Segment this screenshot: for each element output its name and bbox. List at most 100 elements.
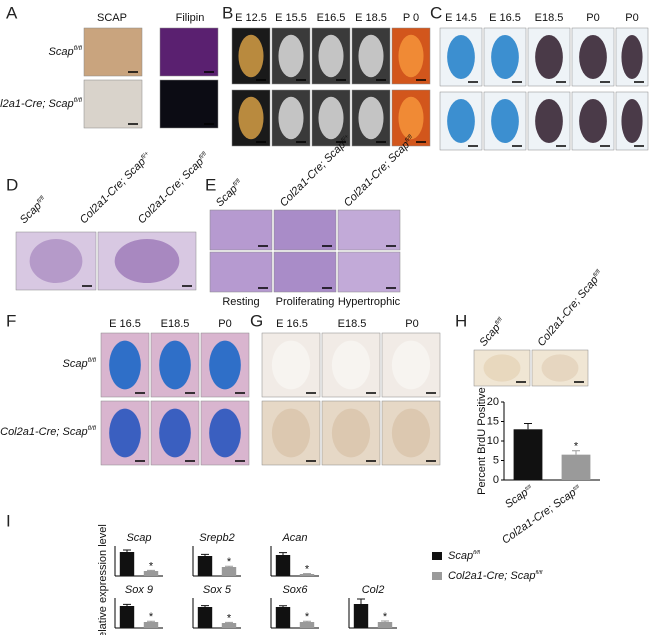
chart-title: Acan xyxy=(281,532,307,544)
row-label: Scapfl/fl xyxy=(48,45,82,58)
bar xyxy=(275,607,291,628)
bar xyxy=(377,622,393,628)
bar xyxy=(561,454,591,480)
chart-title: Sox 9 xyxy=(125,584,153,596)
label-sup: fl/fl xyxy=(535,570,543,576)
specimen xyxy=(159,408,191,458)
column-header: E 16.5 xyxy=(489,12,521,24)
panel-label: A xyxy=(6,3,18,22)
significance-mark: * xyxy=(227,612,232,624)
significance-mark: * xyxy=(227,556,232,568)
legend-swatch xyxy=(432,572,442,580)
specimen xyxy=(491,98,519,144)
y-tick-label: 20 xyxy=(487,396,499,408)
panel-label: B xyxy=(222,3,233,22)
specimen xyxy=(541,354,579,382)
chart-title: Scap xyxy=(126,532,151,544)
error-bar xyxy=(381,620,389,622)
micrograph xyxy=(337,251,401,293)
column-header: P0 xyxy=(586,12,599,24)
column-header: E 16.5 xyxy=(276,318,308,330)
specimen xyxy=(447,98,475,144)
bar xyxy=(513,429,543,480)
error-bar xyxy=(357,598,365,604)
specimen xyxy=(278,34,304,78)
bar xyxy=(143,622,159,628)
bar xyxy=(299,574,315,576)
specimen xyxy=(579,98,607,144)
error-bar xyxy=(201,605,209,607)
error-bar xyxy=(147,569,155,571)
column-header: E16.5 xyxy=(317,12,346,24)
label-main: Scap xyxy=(48,46,73,58)
significance-mark: * xyxy=(305,611,310,623)
label-sup: fl/fl xyxy=(74,97,83,104)
y-axis-label: Percent BrdU Positive xyxy=(476,387,488,495)
panel-label: C xyxy=(430,3,442,22)
column-header: E 18.5 xyxy=(355,12,387,24)
label-main: Col2a1-Cre; Scap xyxy=(0,98,74,110)
label-sup: fl/+ xyxy=(140,150,150,160)
column-header: E18.5 xyxy=(535,12,564,24)
error-bar xyxy=(201,553,209,556)
column-header: E 14.5 xyxy=(445,12,477,24)
specimen xyxy=(621,98,643,144)
micrograph xyxy=(273,209,337,251)
row-label: Col2a1-Cre; Scapfl/fl xyxy=(0,425,96,438)
label-main: Col2a1-Cre; Scap xyxy=(448,570,535,582)
chart-title: Srepb2 xyxy=(199,532,234,544)
specimen xyxy=(209,340,241,390)
label-sup: fl/fl xyxy=(494,316,504,326)
specimen xyxy=(535,34,563,80)
row-label: Col2a1-Cre; Scapfl/fl xyxy=(0,97,83,110)
column-header: E 16.5 xyxy=(109,318,141,330)
label-sup: fl/fl xyxy=(592,268,602,278)
panel-label: I xyxy=(6,511,11,530)
label-sup: fl/fl xyxy=(473,550,481,556)
label-sup: fl/fl xyxy=(572,483,581,492)
error-bar xyxy=(279,552,287,555)
y-tick-label: 0 xyxy=(493,474,499,486)
bar xyxy=(221,623,237,628)
label-sup: fl/fl xyxy=(524,483,533,492)
bar xyxy=(197,556,213,576)
specimen xyxy=(109,340,141,390)
significance-mark: * xyxy=(149,560,154,572)
error-bar xyxy=(225,565,233,567)
row-label: Scapfl/fl xyxy=(62,357,96,370)
significance-mark: * xyxy=(149,611,154,623)
error-bar xyxy=(572,450,580,455)
specimen xyxy=(29,238,83,284)
specimen xyxy=(278,96,304,140)
column-header: P0 xyxy=(218,318,231,330)
chart-title: Col2 xyxy=(362,584,385,596)
specimen xyxy=(398,96,424,140)
column-header: P0 xyxy=(625,12,638,24)
column-header: SCAP xyxy=(97,12,127,24)
specimen xyxy=(238,96,264,140)
bar xyxy=(119,606,135,628)
legend-swatch xyxy=(432,552,442,560)
column-header: P 0 xyxy=(403,12,419,24)
specimen xyxy=(391,340,431,390)
significance-mark: * xyxy=(305,564,310,576)
label-sup: fl/fl xyxy=(88,357,97,364)
label-main: Scap xyxy=(448,550,473,562)
specimen xyxy=(331,408,371,458)
specimen xyxy=(358,34,384,78)
specimen xyxy=(391,408,431,458)
specimen xyxy=(271,408,311,458)
panel-label: F xyxy=(6,311,16,330)
specimen xyxy=(358,96,384,140)
specimen xyxy=(483,354,521,382)
column-header: E 15.5 xyxy=(275,12,307,24)
label-sup: fl/fl xyxy=(74,45,83,52)
column-header: E 12.5 xyxy=(235,12,267,24)
micrograph xyxy=(83,27,143,77)
panel-label: H xyxy=(455,311,467,330)
bar xyxy=(221,567,237,576)
micrograph xyxy=(159,27,219,77)
specimen xyxy=(109,408,141,458)
specimen xyxy=(318,96,344,140)
bar xyxy=(197,607,213,628)
